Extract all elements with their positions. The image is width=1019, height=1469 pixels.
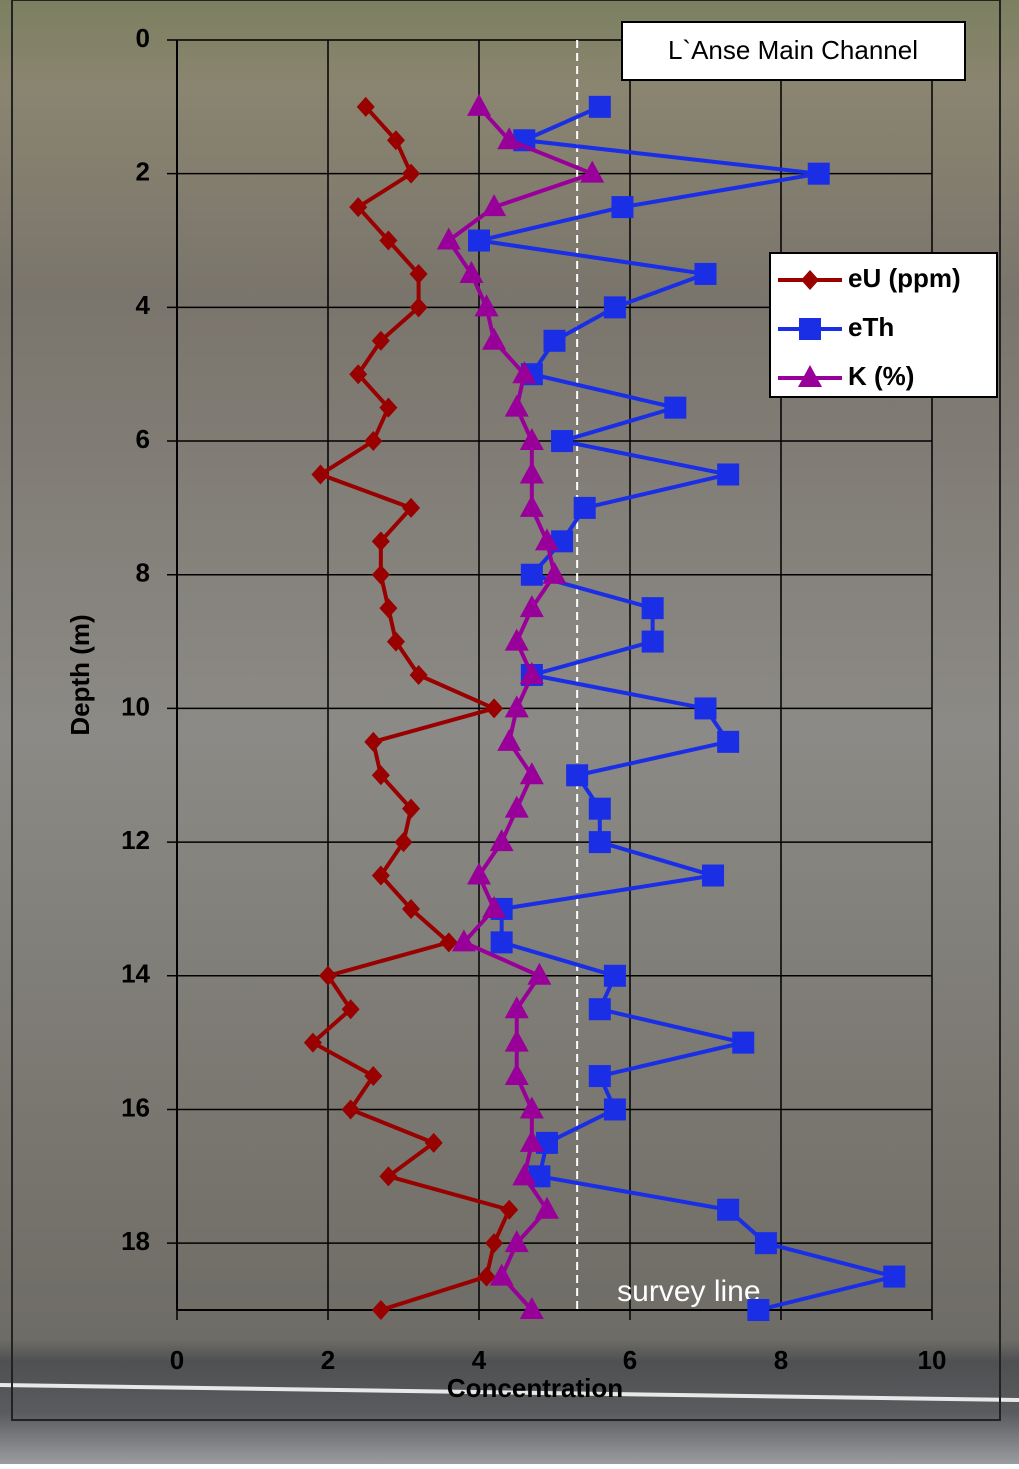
data-point [611, 196, 633, 218]
data-point [574, 497, 596, 519]
data-point [695, 697, 717, 719]
data-point [521, 564, 543, 586]
x-tick-label: 10 [918, 1345, 947, 1375]
data-point [702, 865, 724, 887]
data-point [695, 263, 717, 285]
data-point [755, 1232, 777, 1254]
data-point [604, 965, 626, 987]
legend-label: eTh [848, 312, 894, 342]
data-point [717, 1199, 739, 1221]
x-axis-label: Concentration [447, 1373, 623, 1403]
data-point [642, 597, 664, 619]
chart: 0 2 4 6 8 10 12 14 16 18 0 2 4 6 8 10 survey line L`Anse… [0, 0, 1019, 1464]
data-point [589, 1065, 611, 1087]
data-point [604, 296, 626, 318]
y-axis-label: Depth (m) [65, 614, 95, 735]
page: 0 2 4 6 8 10 12 14 16 18 0 2 4 6 8 10 survey line L`Anse… [0, 0, 1019, 1464]
data-point [604, 1098, 626, 1120]
x-tick-label: 8 [774, 1345, 788, 1375]
x-tick-label: 2 [321, 1345, 335, 1375]
y-tick-label: 6 [136, 424, 150, 454]
y-tick-label: 14 [121, 959, 150, 989]
data-point [808, 163, 830, 185]
x-tick-label: 0 [170, 1345, 184, 1375]
x-tick-label: 6 [623, 1345, 637, 1375]
data-point [717, 731, 739, 753]
data-point [589, 998, 611, 1020]
chart-title: L`Anse Main Channel [668, 35, 918, 65]
x-tick-label: 4 [472, 1345, 487, 1375]
legend-label: eU (ppm) [848, 263, 961, 293]
y-tick-label: 18 [121, 1226, 150, 1256]
y-tick-label: 12 [121, 825, 150, 855]
reference-label: survey line [617, 1275, 760, 1308]
data-point [732, 1032, 754, 1054]
y-tick-label: 4 [136, 290, 151, 320]
y-tick-label: 10 [121, 691, 150, 721]
y-tick-label: 2 [136, 157, 150, 187]
data-point [589, 96, 611, 118]
data-point [566, 764, 588, 786]
y-tick-label: 16 [121, 1092, 150, 1122]
legend-label: K (%) [848, 361, 914, 391]
y-tick-label: 8 [136, 558, 150, 588]
data-point [468, 230, 490, 252]
data-point [544, 330, 566, 352]
data-point [883, 1266, 905, 1288]
data-point [642, 631, 664, 653]
data-point [589, 798, 611, 820]
data-point [551, 430, 573, 452]
data-point [589, 831, 611, 853]
y-tick-label: 0 [136, 23, 150, 53]
data-point [491, 931, 513, 953]
data-point [747, 1299, 769, 1321]
legend-marker [799, 318, 821, 340]
data-point [664, 397, 686, 419]
data-point [717, 463, 739, 485]
